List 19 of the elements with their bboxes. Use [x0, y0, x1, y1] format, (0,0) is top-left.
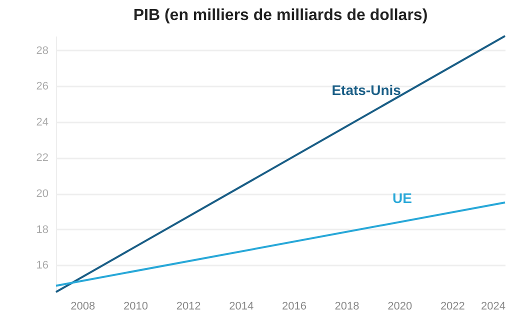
- x-tick-label: 2020: [388, 300, 412, 312]
- y-tick-label: 22: [36, 152, 48, 164]
- y-tick-label: 28: [36, 44, 48, 57]
- chart-title: PIB (en milliers de milliards de dollars): [133, 7, 428, 24]
- x-tick-label: 2016: [282, 300, 306, 312]
- x-tick-label: 2014: [229, 300, 254, 312]
- y-tick-label: 16: [36, 260, 48, 272]
- x-tick-label: 2022: [440, 300, 465, 312]
- x-tick-label: 2008: [70, 300, 96, 312]
- x-tick-label: 2012: [176, 300, 201, 312]
- y-tick-label: 26: [36, 80, 48, 93]
- x-tick-label: 2010: [123, 300, 148, 312]
- y-tick-label: 20: [36, 188, 48, 200]
- x-tick-label: 2018: [334, 300, 360, 312]
- y-tick-label: 18: [36, 224, 48, 236]
- x-tick-label: 2024: [481, 300, 506, 312]
- series-label: UE: [392, 190, 412, 206]
- y-tick-label: 24: [36, 116, 48, 128]
- series-label: Etats-Unis: [332, 82, 402, 98]
